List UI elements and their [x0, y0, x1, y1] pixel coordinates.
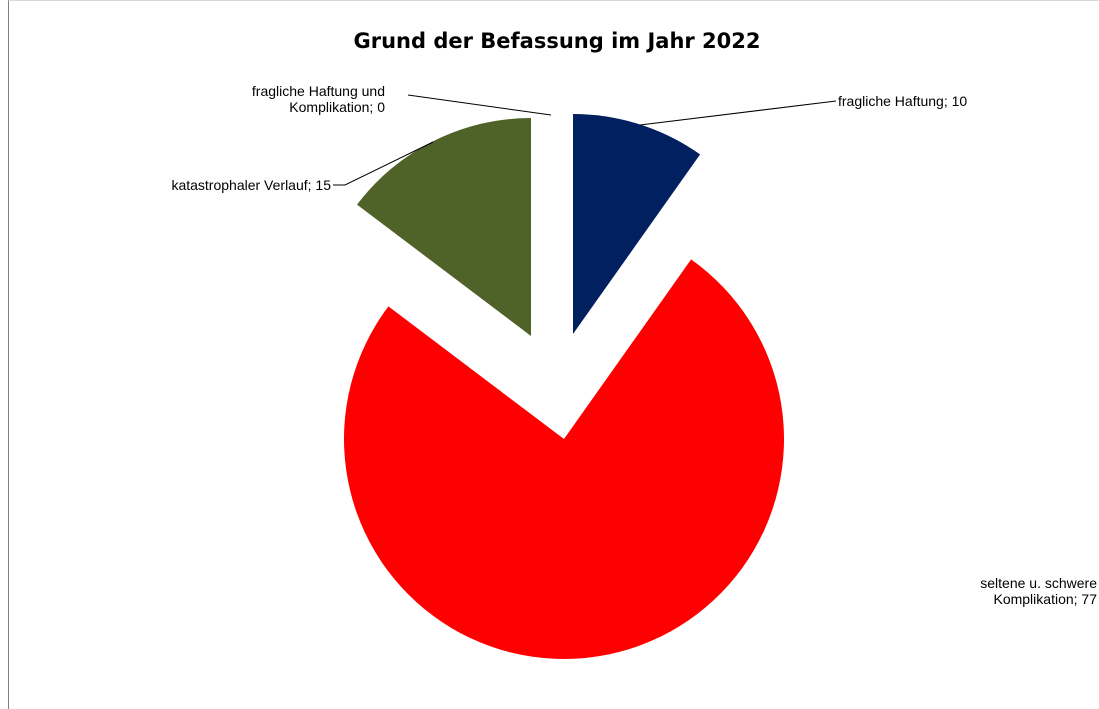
chart-title: Grund der Befassung im Jahr 2022 — [353, 29, 760, 53]
data-label-line: fragliche Haftung und — [252, 83, 385, 99]
data-label: fragliche Haftung; 10 — [838, 93, 967, 109]
data-label: seltene u. schwere Komplikation; 77 — [980, 575, 1097, 607]
data-label-line: katastrophaler Verlauf; 15 — [171, 177, 331, 193]
data-label-line: Komplikation; 77 — [993, 591, 1097, 607]
data-label: katastrophaler Verlauf; 15 — [171, 177, 331, 193]
pie-slice — [357, 117, 531, 336]
leader-line — [407, 94, 552, 116]
data-label-line: Komplikation; 0 — [289, 99, 385, 115]
leader-line — [333, 141, 434, 186]
leader-line — [639, 100, 837, 126]
data-label-line: fragliche Haftung; 10 — [838, 93, 967, 109]
pie-slice — [344, 259, 784, 659]
pie-slice — [573, 114, 701, 334]
data-label-line: seltene u. schwere — [980, 575, 1097, 591]
data-label: fragliche Haftung und Komplikation; 0 — [252, 83, 385, 115]
